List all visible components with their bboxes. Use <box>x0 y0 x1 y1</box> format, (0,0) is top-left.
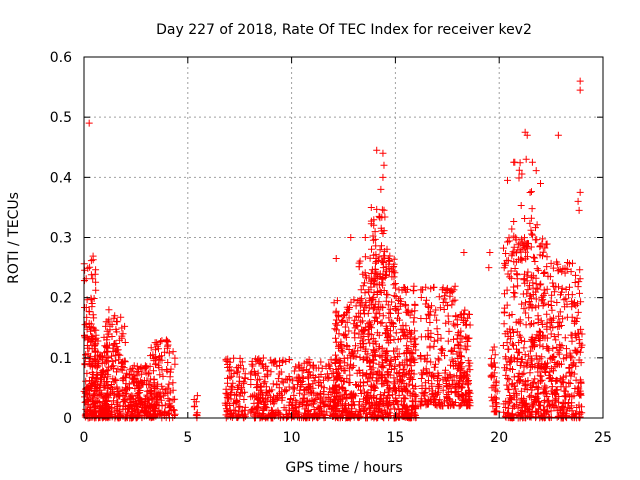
roti-point <box>528 158 536 166</box>
y-tick-label: 0.4 <box>50 170 72 186</box>
x-tick-label: 10 <box>283 430 301 446</box>
y-tick-label: 0.3 <box>50 231 72 247</box>
x-tick-label: 0 <box>80 430 89 446</box>
roti-point <box>85 119 93 127</box>
tick-labels: 0 5 10 15 20 25 0 0.1 0.2 0.3 0.4 0.5 0.6 <box>50 50 612 446</box>
roti-point <box>574 197 582 205</box>
x-tick-label: 15 <box>386 430 404 446</box>
x-tick-label: 25 <box>594 430 612 446</box>
roti-point <box>523 131 531 139</box>
axis-ticks <box>83 56 604 419</box>
roti-point <box>347 234 355 241</box>
roti-point <box>105 306 113 314</box>
y-tick-label: 0 <box>63 411 72 427</box>
y-axis-label: ROTI / TECUs <box>6 192 22 284</box>
roti-point <box>379 173 387 181</box>
chart-title: Day 227 of 2018, Rate Of TEC Index for r… <box>156 22 532 38</box>
roti-point <box>380 161 388 169</box>
roti-point <box>576 188 584 196</box>
roti-point <box>113 318 121 326</box>
roti-point <box>361 234 369 241</box>
roti-point <box>153 339 161 347</box>
roti-point <box>576 86 584 94</box>
roti-point <box>460 249 468 257</box>
y-tick-label: 0.5 <box>50 110 72 126</box>
y-tick-label: 0.6 <box>50 50 72 66</box>
roti-point <box>522 155 530 163</box>
roti-point <box>576 77 584 85</box>
grid-lines <box>84 57 603 418</box>
roti-point <box>377 185 385 193</box>
x-tick-label: 5 <box>183 430 192 446</box>
roti-point <box>554 131 562 139</box>
roti-point <box>510 158 518 166</box>
data-points <box>80 77 586 422</box>
roti-point <box>379 149 387 157</box>
x-tick-label: 20 <box>490 430 508 446</box>
roti-point <box>485 264 493 272</box>
roti-point <box>486 249 494 257</box>
roti-point <box>332 255 340 263</box>
x-axis-label: GPS time / hours <box>285 460 402 476</box>
roti-point <box>373 146 381 154</box>
y-tick-label: 0.2 <box>50 291 72 307</box>
roti-point <box>575 206 583 214</box>
roti-point-cloud <box>80 158 586 422</box>
roti-point <box>504 176 512 184</box>
y-tick-label: 0.1 <box>50 351 72 367</box>
